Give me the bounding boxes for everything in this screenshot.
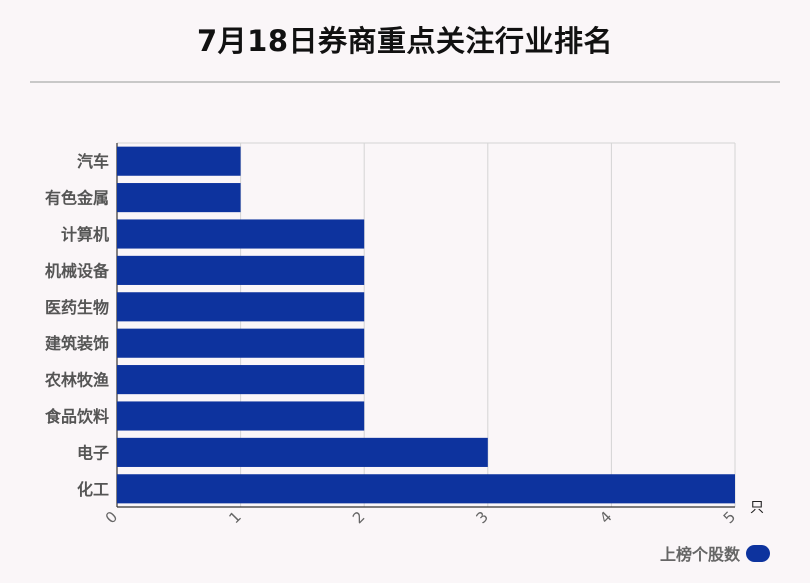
legend-swatch [746, 544, 770, 562]
bar-4 [117, 292, 365, 322]
bar-1 [117, 183, 241, 213]
category-label-0: 汽车 [77, 152, 109, 171]
category-label-6: 农林牧渔 [44, 371, 109, 390]
bar-8 [117, 437, 488, 467]
x-unit-label: 只 [750, 500, 764, 516]
category-label-7: 食品饮料 [44, 407, 109, 426]
category-label-3: 机械设备 [45, 261, 110, 280]
bar-3 [117, 255, 365, 285]
bar-0 [117, 146, 241, 176]
bar-2 [117, 219, 365, 249]
bar-9 [117, 474, 735, 504]
bar-6 [117, 365, 365, 395]
x-tick-label-4: 4 [596, 508, 615, 527]
category-label-9: 化工 [77, 480, 109, 499]
category-label-5: 建筑装饰 [45, 334, 109, 353]
title-divider [30, 81, 780, 83]
x-tick-label-0: 0 [102, 508, 121, 527]
category-label-8: 电子 [77, 443, 109, 462]
category-label-2: 计算机 [61, 225, 109, 244]
x-tick-label-3: 3 [473, 508, 492, 527]
category-label-1: 有色金属 [45, 189, 109, 208]
x-tick-label-2: 2 [349, 508, 368, 527]
x-tick-label-1: 1 [225, 508, 244, 527]
legend: 上榜个股数 [660, 541, 770, 565]
x-tick-label-5: 5 [720, 508, 739, 527]
legend-label: 上榜个股数 [659, 545, 740, 564]
category-label-4: 医药生物 [45, 298, 109, 317]
bar-7 [117, 401, 365, 431]
chart-title: 7月18日券商重点关注行业排名 [196, 24, 614, 58]
bar-5 [117, 328, 365, 358]
